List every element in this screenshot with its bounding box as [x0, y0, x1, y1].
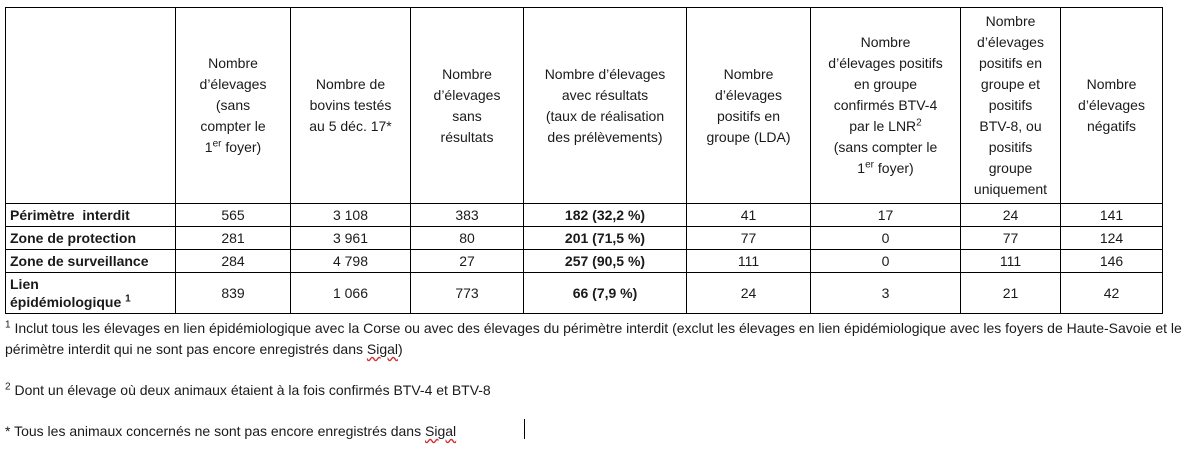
header-cell: Nombre d’élevages positifs en groupe con… [810, 7, 961, 204]
footnote-1: 1 Inclut tous les élevages en lien épidé… [5, 319, 1182, 357]
table-cell: 257 (90,5 %) [523, 249, 687, 273]
table-cell: 182 (32,2 %) [523, 203, 687, 227]
table-cell: 0 [810, 226, 961, 250]
table-header-row: Nombre d’élevages (sans compter le 1er f… [5, 7, 1163, 204]
table-cell: 839 [175, 272, 291, 314]
table-cell: 4 798 [290, 249, 411, 273]
text-cursor [524, 419, 525, 439]
header-corner-cell [5, 7, 176, 204]
header-cell: Nombre d’élevages positifs en groupe et … [960, 7, 1061, 204]
table-cell: 0 [810, 249, 961, 273]
spellcheck-word: Sigal [425, 423, 457, 439]
results-table: Nombre d’élevages (sans compter le 1er f… [5, 7, 1163, 314]
table-row: Périmètre interdit 565 3 108 383 182 (32… [5, 203, 1163, 227]
table-cell: 41 [686, 203, 811, 227]
table-cell: 284 [175, 249, 291, 273]
table-cell: 111 [686, 249, 811, 273]
table-cell: 281 [175, 226, 291, 250]
table-cell: 77 [686, 226, 811, 250]
table-cell: 77 [960, 226, 1061, 250]
table-cell: 24 [686, 272, 811, 314]
footnote-2: 2 Dont un élevage où deux animaux étaien… [5, 381, 491, 398]
table-cell: 201 (71,5 %) [523, 226, 687, 250]
header-cell: Nombre de bovins testés au 5 déc. 17* [290, 7, 411, 204]
header-cell: Nombre d’élevages sans résultats [410, 7, 524, 204]
footnote-asterisk: * Tous les animaux concernés ne sont pas… [5, 423, 457, 439]
table-cell: 66 (7,9 %) [523, 272, 687, 314]
table-cell: 141 [1060, 203, 1163, 227]
row-label: Zone de surveillance [5, 249, 176, 273]
table-cell: 773 [410, 272, 524, 314]
table-cell: 24 [960, 203, 1061, 227]
row-label: Périmètre interdit [5, 203, 176, 227]
header-cell: Nombre d’élevages négatifs [1060, 7, 1163, 204]
header-cell: Nombre d’élevages avec résultats (taux d… [523, 7, 687, 204]
row-label: Zone de protection [5, 226, 176, 250]
table-cell: 383 [410, 203, 524, 227]
table-row: Zone de surveillance 284 4 798 27 257 (9… [5, 249, 1163, 273]
table-cell: 17 [810, 203, 961, 227]
table-cell: 111 [960, 249, 1061, 273]
spellcheck-word: Sigal [366, 341, 399, 357]
table-cell: 146 [1060, 249, 1163, 273]
table-cell: 21 [960, 272, 1061, 314]
table-cell: 3 108 [290, 203, 411, 227]
table-cell: 1 066 [290, 272, 411, 314]
table-row: Zone de protection 281 3 961 80 201 (71,… [5, 226, 1163, 250]
table-cell: 3 961 [290, 226, 411, 250]
table-cell: 3 [810, 272, 961, 314]
row-label: Lien épidémiologique 1 [5, 272, 176, 314]
header-cell: Nombre d’élevages (sans compter le 1er f… [175, 7, 291, 204]
table-row: Lien épidémiologique 1 839 1 066 773 66 … [5, 272, 1163, 314]
header-cell: Nombre d’élevages positifs en groupe (LD… [686, 7, 811, 204]
table-cell: 80 [410, 226, 524, 250]
table-cell: 27 [410, 249, 524, 273]
table-cell: 565 [175, 203, 291, 227]
table-cell: 124 [1060, 226, 1163, 250]
table-cell: 42 [1060, 272, 1163, 314]
